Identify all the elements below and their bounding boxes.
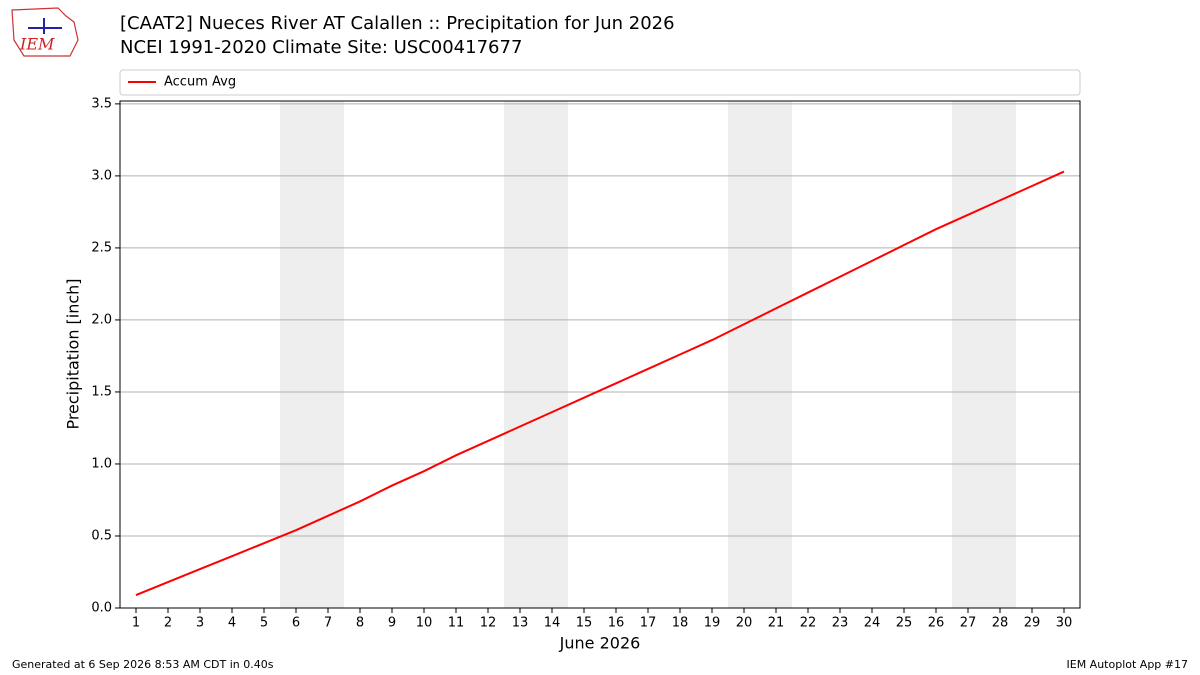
- logo-text: IEM: [19, 35, 55, 54]
- x-tick-label: 6: [292, 616, 300, 631]
- x-tick-label: 11: [448, 616, 465, 631]
- x-tick-label: 26: [928, 616, 945, 631]
- x-tick-label: 25: [896, 616, 913, 631]
- footer-right: IEM Autoplot App #17: [1067, 658, 1189, 671]
- y-tick-label: 3.0: [91, 168, 112, 183]
- x-tick-label: 29: [1024, 616, 1041, 631]
- line-series: [135, 170, 1065, 596]
- x-tick-label: 7: [324, 616, 332, 631]
- y-tick-label: 0.5: [91, 528, 112, 543]
- x-tick-label: 17: [640, 616, 657, 631]
- weekend-shade: [504, 101, 568, 608]
- x-tick-label: 2: [164, 616, 172, 631]
- x-tick-label: 22: [800, 616, 817, 631]
- x-tick-label: 15: [576, 616, 593, 631]
- x-tick-label: 5: [260, 616, 268, 631]
- x-tick-label: 8: [356, 616, 364, 631]
- weekend-shade: [728, 101, 792, 608]
- x-tick-label: 16: [608, 616, 625, 631]
- x-tick-label: 4: [228, 616, 236, 631]
- x-tick-label: 27: [960, 616, 977, 631]
- x-tick-label: 20: [736, 616, 753, 631]
- x-tick-label: 21: [768, 616, 785, 631]
- y-tick-label: 2.5: [91, 240, 112, 255]
- y-tick-label: 1.0: [91, 456, 112, 471]
- x-tick-label: 24: [864, 616, 881, 631]
- chart-subtitle: NCEI 1991-2020 Climate Site: USC00417677: [120, 37, 522, 58]
- x-tick-label: 3: [196, 616, 204, 631]
- logo: IEM: [11, 7, 79, 57]
- y-tick-label: 3.5: [91, 96, 112, 111]
- legend-label: Accum Avg: [164, 75, 236, 90]
- x-axis-label: June 2026: [559, 634, 641, 653]
- x-tick-label: 10: [416, 616, 433, 631]
- x-tick-label: 19: [704, 616, 721, 631]
- x-tick-label: 1: [132, 616, 140, 631]
- weekend-shade: [952, 101, 1016, 608]
- y-axis-label: Precipitation [inch]: [64, 278, 83, 429]
- x-tick-label: 9: [388, 616, 396, 631]
- y-tick-label: 2.0: [91, 312, 112, 327]
- x-tick-label: 14: [544, 616, 561, 631]
- y-tick-label: 1.5: [91, 384, 112, 399]
- x-tick-label: 12: [480, 616, 497, 631]
- plot-frame: [119, 100, 1081, 609]
- legend-box: [119, 69, 1081, 96]
- x-tick-label: 18: [672, 616, 689, 631]
- x-tick-label: 28: [992, 616, 1009, 631]
- footer-left: Generated at 6 Sep 2026 8:53 AM CDT in 0…: [12, 658, 274, 671]
- y-tick-label: 0.0: [91, 601, 112, 616]
- chart-title: [CAAT2] Nueces River AT Calallen :: Prec…: [120, 13, 675, 34]
- x-tick-label: 30: [1056, 616, 1073, 631]
- x-tick-label: 13: [512, 616, 529, 631]
- x-tick-label: 23: [832, 616, 849, 631]
